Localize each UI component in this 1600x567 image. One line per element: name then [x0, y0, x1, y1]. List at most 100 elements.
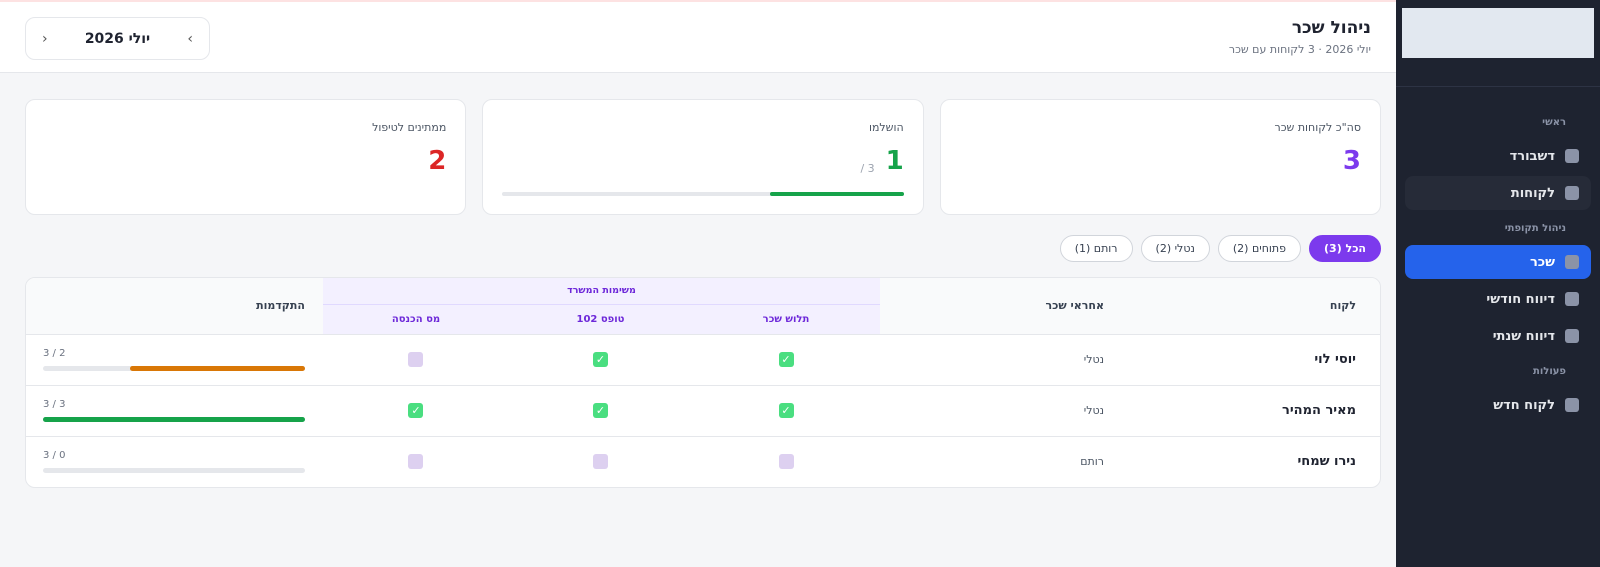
- owner: רותם: [880, 435, 1105, 487]
- filter-tab[interactable]: רותם (1): [1059, 235, 1133, 262]
- menu: ראשי דשבורד לקוחות ניהול תקופתי שכר דיווח חוד…: [1396, 104, 1600, 425]
- table: לקוח אחראי שכר משימות המשרד התקדמות תלוש…: [26, 278, 1380, 487]
- next-month[interactable]: ›: [187, 30, 193, 47]
- page-subtitle: יולי 2026 · 3 לקוחות עם שכר: [1228, 43, 1371, 56]
- progress-fill: [769, 192, 904, 196]
- task-cell: [509, 435, 692, 487]
- stat-suffix: / 3: [860, 162, 875, 175]
- topbar: ניהול שכר יולי 2026 · 3 לקוחות עם שכר › …: [0, 0, 1396, 73]
- progress-track: [502, 192, 904, 196]
- owner: נטלי: [880, 333, 1105, 385]
- progress: 3 / 3: [27, 387, 322, 435]
- task-checkbox[interactable]: ✓: [778, 403, 794, 418]
- stat-label: ממתינים לטיפול: [372, 121, 447, 134]
- task-header: מס הכנסה: [322, 304, 509, 334]
- progress-label: 3 / 3: [43, 398, 66, 410]
- table-card: לקוח אחראי שכר משימות המשרד התקדמות תלוש…: [25, 277, 1381, 488]
- progress-cell: 3 / 3: [26, 384, 323, 436]
- task-cell: [322, 333, 509, 385]
- progress-fill: [130, 365, 305, 371]
- menu-item[interactable]: לקוח חדש: [1405, 388, 1591, 422]
- col-header: אחראי שכר: [880, 278, 1105, 334]
- progress: 2 / 3: [27, 336, 322, 384]
- main: ניהול שכר יולי 2026 · 3 לקוחות עם שכר › …: [0, 0, 1396, 488]
- task-header: תלוש שכר: [692, 304, 880, 334]
- stat-value: 3: [1342, 146, 1361, 176]
- menu-label: לקוח חדש: [1493, 397, 1555, 413]
- task-cell: ✓: [322, 384, 509, 436]
- progress-fill: [43, 416, 305, 422]
- client-name: נירו שמחי: [1105, 435, 1380, 487]
- menu-label: דיווח שנתי: [1492, 328, 1555, 344]
- menu-item[interactable]: שכר: [1405, 245, 1591, 279]
- filter-tab[interactable]: נטלי (2): [1140, 235, 1210, 262]
- progress-track: [43, 467, 305, 473]
- task-cell: ✓: [692, 384, 880, 436]
- month-label: יולי 2026: [84, 30, 151, 47]
- stat-card: הושלמו 1 / 3: [482, 99, 924, 215]
- section-title: ראשי: [1542, 117, 1566, 128]
- month-nav: › יולי 2026 ‹: [25, 17, 210, 60]
- menu-item[interactable]: דיווח שנתי: [1405, 319, 1591, 353]
- task-checkbox[interactable]: [778, 454, 794, 469]
- table-row: מאיר המהיר נטלי ✓ ✓ ✓ 3 / 3: [26, 384, 1380, 436]
- col-header: לקוח: [1105, 278, 1380, 334]
- stat-label: סה"כ לקוחות שכר: [1274, 121, 1361, 134]
- menu-icon: [1565, 292, 1579, 306]
- task-checkbox[interactable]: [408, 352, 424, 367]
- progress-track: [43, 365, 305, 371]
- stats: ממתינים לטיפול 2 הושלמו 1 / 3 סה"כ לקוחות שכר…: [25, 99, 1381, 215]
- task-cell: ✓: [692, 333, 880, 385]
- client-name: יוסי לוי: [1105, 333, 1380, 385]
- page-title: ניהול שכר: [1291, 18, 1371, 38]
- menu-icon: [1565, 255, 1579, 269]
- task-checkbox[interactable]: ✓: [778, 352, 794, 367]
- task-checkbox[interactable]: [593, 454, 608, 469]
- owner: נטלי: [880, 384, 1105, 436]
- stat-card: ממתינים לטיפול 2: [25, 99, 467, 215]
- task-checkbox[interactable]: ✓: [408, 403, 424, 418]
- task-cell: [692, 435, 880, 487]
- menu-label: דשבורד: [1509, 148, 1555, 164]
- table-row: יוסי לוי נטלי ✓ ✓ 2 / 3: [26, 333, 1380, 385]
- col-header: התקדמות: [26, 278, 323, 334]
- task-checkbox[interactable]: ✓: [593, 403, 608, 418]
- task-cell: ✓: [509, 384, 692, 436]
- task-checkbox[interactable]: [408, 454, 424, 469]
- menu-item[interactable]: לקוחות: [1405, 176, 1591, 210]
- task-cell: [322, 435, 509, 487]
- section-title: ניהול תקופתי: [1504, 223, 1566, 234]
- stat-card: סה"כ לקוחות שכר 3: [939, 99, 1381, 215]
- menu-item[interactable]: דשבורד: [1405, 139, 1591, 173]
- stat-label: הושלמו: [868, 121, 904, 134]
- client-name: מאיר המהיר: [1105, 384, 1380, 436]
- filter-tabs: הכל (3) פתוחים (2) נטלי (2) רותם (1): [1059, 235, 1381, 262]
- filter-tab[interactable]: הכל (3): [1309, 235, 1381, 262]
- progress-label: 2 / 3: [43, 347, 66, 359]
- task-checkbox[interactable]: ✓: [593, 352, 608, 367]
- progress-cell: 0 / 3: [26, 435, 323, 487]
- divider: [1396, 86, 1600, 87]
- sidebar: ראשי דשבורד לקוחות ניהול תקופתי שכר דיווח חוד…: [1396, 0, 1600, 567]
- prev-month[interactable]: ‹: [42, 30, 48, 47]
- logo: [1402, 8, 1594, 58]
- menu-icon: [1565, 149, 1579, 163]
- progress-cell: 2 / 3: [26, 333, 323, 385]
- section-title: פעולות: [1533, 366, 1566, 377]
- menu-icon: [1565, 398, 1579, 412]
- progress-label: 0 / 3: [43, 449, 66, 461]
- progress: 0 / 3: [27, 438, 322, 486]
- stat-value: 1: [885, 146, 904, 176]
- menu-label: שכר: [1529, 254, 1555, 270]
- progress-track: [43, 416, 305, 422]
- menu-label: לקוחות: [1510, 185, 1555, 201]
- task-header: טופס 102: [509, 304, 692, 334]
- task-cell: ✓: [509, 333, 692, 385]
- menu-icon: [1565, 329, 1579, 343]
- group-header: משימות המשרד: [322, 278, 880, 305]
- stat-value: 2: [428, 146, 447, 176]
- menu-item[interactable]: דיווח חודשי: [1405, 282, 1591, 316]
- filter-tab[interactable]: פתוחים (2): [1217, 235, 1301, 262]
